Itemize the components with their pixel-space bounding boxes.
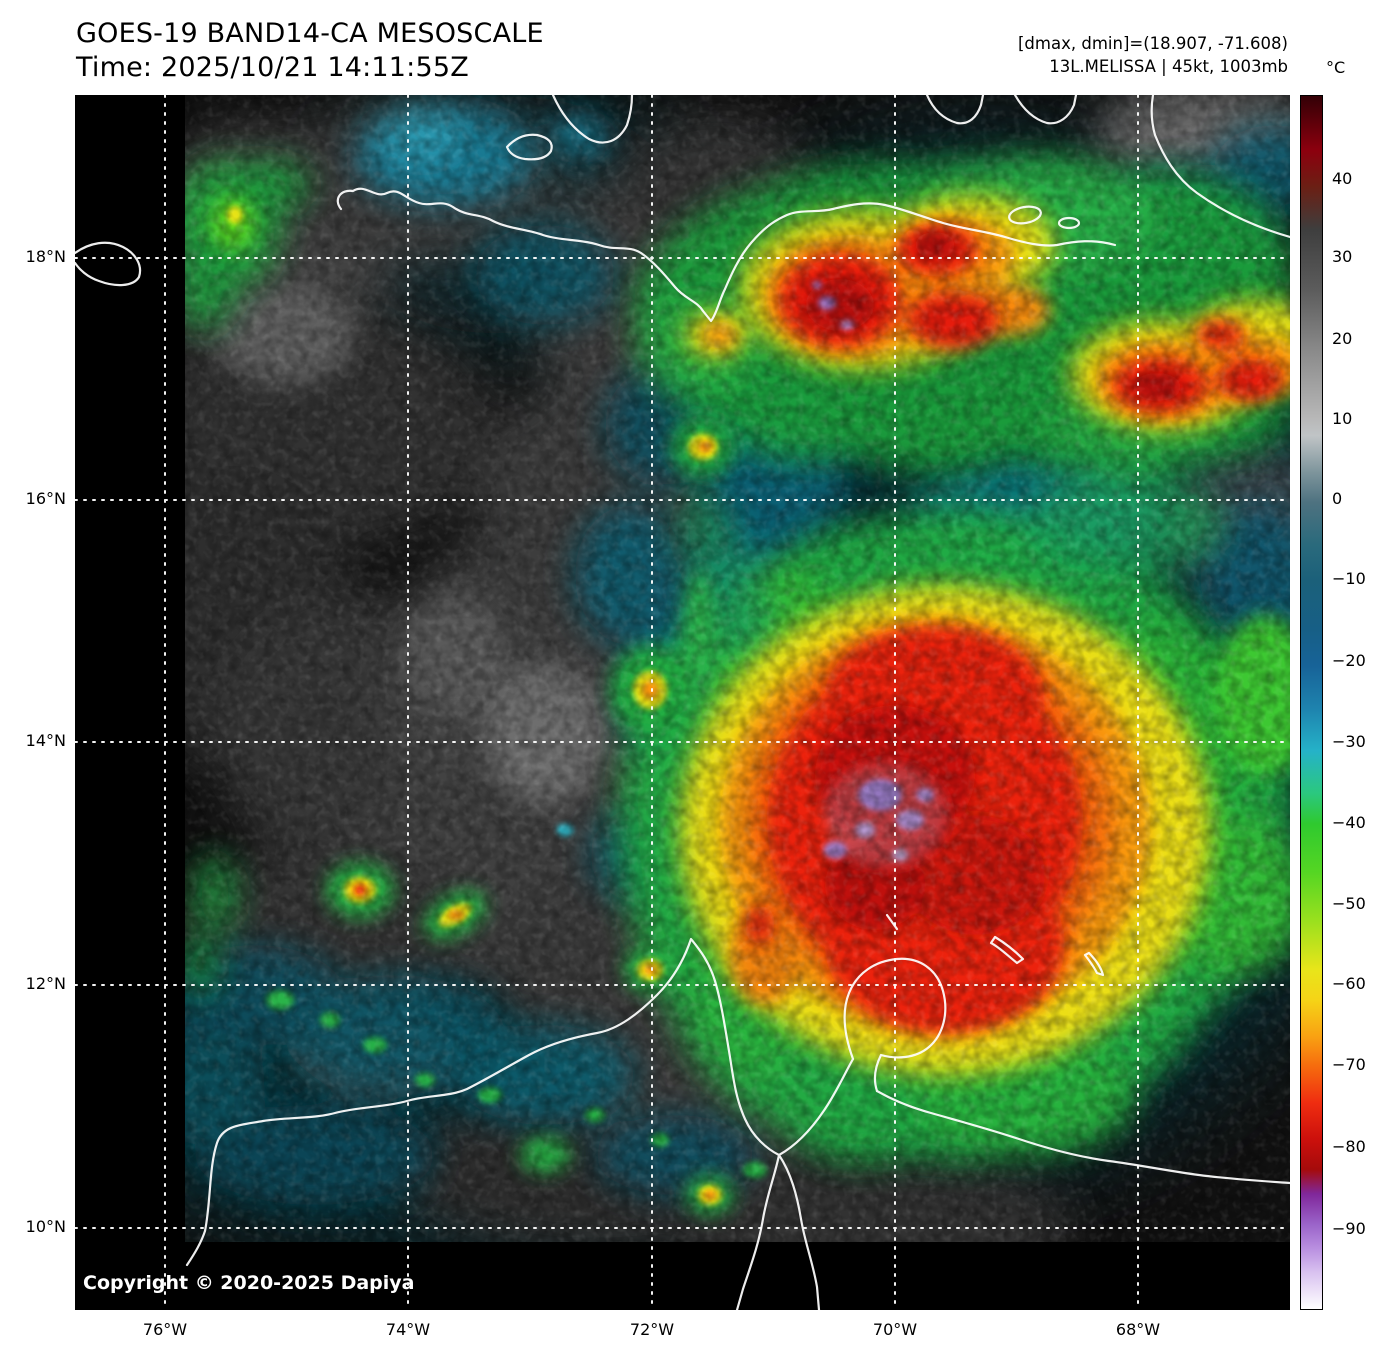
colorbar-tick: −60 [1332,974,1366,993]
storm-info: 13L.MELISSA | 45kt, 1003mb [1049,57,1288,76]
colorbar-tick: −70 [1332,1055,1366,1074]
lon-label: 72°W [629,1320,675,1339]
colorbar-tick: 40 [1332,169,1353,188]
cloud-layer [185,95,1290,1242]
colorbar-tick: 10 [1332,409,1353,428]
colorbar-tick: −10 [1332,569,1366,588]
copyright: Copyright © 2020-2025 Dapiya [83,1272,415,1294]
colorbar-tick: 20 [1332,329,1353,348]
lat-label: 10°N [25,1217,66,1236]
colorbar [1300,95,1323,1310]
colorbar-tick: −20 [1332,651,1366,670]
colorbar-tick: −80 [1332,1137,1366,1156]
lat-label: 18°N [25,247,66,266]
colorbar-tick: 30 [1332,247,1353,266]
lon-label: 68°W [1115,1320,1161,1339]
colorbar-tick: −30 [1332,732,1366,751]
lon-label: 74°W [385,1320,431,1339]
lat-label: 12°N [25,974,66,993]
satellite-image [75,95,1290,1310]
coastline-layer [75,95,1290,1310]
colorbar-tick: −50 [1332,894,1366,913]
lat-label: 16°N [25,489,66,508]
dmax-dmin-readout: [dmax, dmin]=(18.907, -71.608) [1018,34,1288,53]
colorbar-unit-label: °C [1326,58,1346,77]
colorbar-tick: −40 [1332,813,1366,832]
lon-label: 76°W [142,1320,188,1339]
satellite-map: Copyright © 2020-2025 Dapiya [75,95,1290,1310]
timestamp: Time: 2025/10/21 14:11:55Z [76,52,469,83]
header-readouts: [dmax, dmin]=(18.907, -71.608) 13L.MELIS… [1018,32,1288,78]
lon-label: 70°W [872,1320,918,1339]
product-title: GOES-19 BAND14-CA MESOSCALE [76,18,544,49]
colorbar-tick: 0 [1332,489,1343,508]
colorbar-tick: −90 [1332,1219,1366,1238]
lat-label: 14°N [25,731,66,750]
